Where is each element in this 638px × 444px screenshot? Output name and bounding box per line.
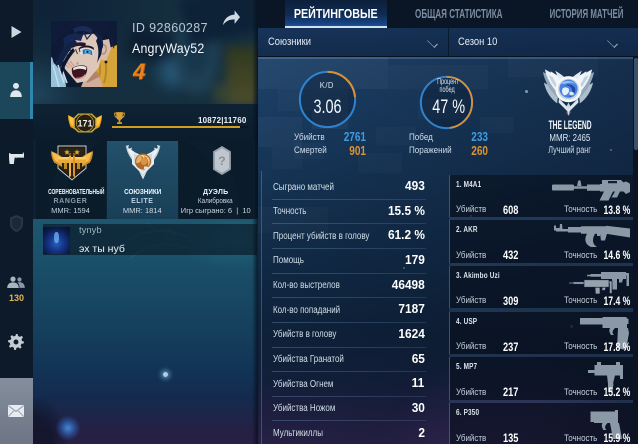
svg-text:171: 171 bbox=[77, 118, 92, 128]
svg-text:?: ? bbox=[218, 154, 225, 168]
